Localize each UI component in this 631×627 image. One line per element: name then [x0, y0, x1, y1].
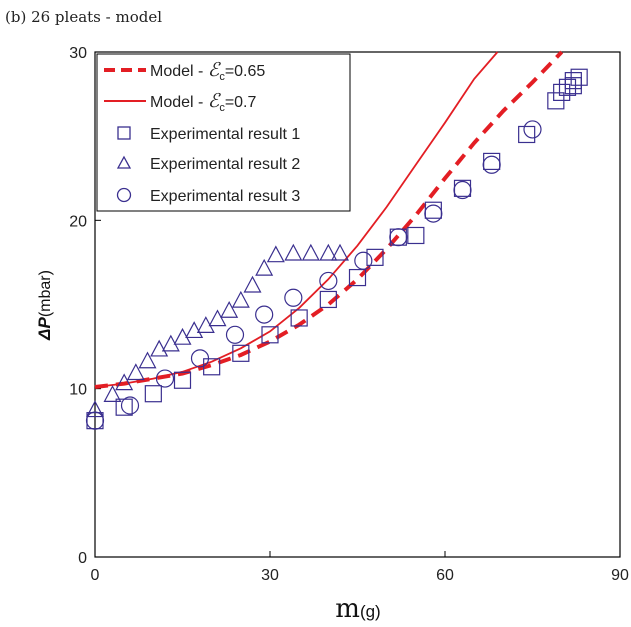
- data-point-triangle: [185, 321, 204, 339]
- data-point-square: [407, 226, 425, 245]
- experimental-markers: [85, 68, 588, 430]
- x-tick-label: 30: [261, 567, 279, 584]
- legend-entry-exp-2: Experimental result 2: [150, 156, 300, 173]
- x-axis-label: m(g): [335, 594, 380, 624]
- data-point-square: [558, 78, 577, 96]
- y-tick-label: 20: [69, 213, 87, 230]
- data-point-circle: [424, 204, 443, 223]
- data-point-triangle: [319, 243, 338, 261]
- data-point-square: [203, 358, 221, 376]
- axis-ticks: 0 30 60 90 0 10 20 30: [69, 45, 629, 584]
- data-point-circle: [120, 396, 140, 415]
- model-lines: [94, 50, 564, 389]
- y-tick-label: 30: [69, 45, 87, 62]
- data-point-triangle: [126, 363, 145, 381]
- legend-entry-exp-1: Experimental result 1: [150, 126, 300, 143]
- data-point-square: [348, 268, 367, 287]
- data-point-square: [232, 344, 250, 362]
- model-line-ec-0-65: [94, 50, 564, 389]
- data-point-circle: [389, 228, 408, 247]
- legend-box: [96, 53, 351, 212]
- data-point-circle: [284, 288, 303, 307]
- data-point-triangle: [86, 400, 104, 418]
- plot-area-border: [94, 51, 621, 558]
- data-point-circle: [482, 155, 501, 174]
- data-point-square: [290, 309, 308, 327]
- y-axis-label: ΔP(mbar): [35, 270, 54, 341]
- data-point-triangle: [220, 300, 239, 318]
- data-point-triangle: [301, 243, 320, 261]
- data-point-square: [453, 179, 472, 197]
- data-point-triangle: [331, 243, 349, 261]
- model-line-ec-0-7: [94, 51, 499, 388]
- legend-marker-square: [117, 126, 131, 140]
- data-point-square: [564, 72, 582, 90]
- data-point-triangle: [266, 245, 285, 263]
- data-point-triangle: [196, 316, 215, 333]
- legend: Model - ℰc=0.65 Model - ℰc=0.7 Experimen…: [96, 53, 351, 212]
- data-point-square: [518, 125, 536, 144]
- data-point-triangle: [173, 327, 192, 345]
- y-tick-label: 10: [69, 382, 87, 399]
- x-tick-label: 0: [91, 567, 100, 584]
- data-point-triangle: [161, 334, 180, 352]
- data-point-circle: [190, 349, 210, 368]
- data-point-triangle: [284, 243, 303, 261]
- data-point-circle: [155, 369, 175, 388]
- data-point-triangle: [255, 258, 274, 276]
- y-tick-label: 0: [78, 550, 87, 567]
- legend-entry-ec-0-65: Model - ℰc=0.65: [150, 59, 265, 83]
- x-tick-label: 90: [611, 567, 629, 584]
- data-point-square: [366, 248, 384, 266]
- data-point-triangle: [103, 385, 122, 402]
- data-point-triangle: [208, 309, 227, 327]
- legend-marker-circle: [116, 187, 132, 203]
- data-point-circle: [523, 120, 542, 139]
- data-point-square: [173, 371, 192, 389]
- data-point-square: [570, 68, 588, 86]
- legend-entry-ec-0-7: Model - ℰc=0.7: [150, 90, 257, 114]
- data-point-circle: [225, 325, 245, 344]
- data-point-square: [553, 83, 571, 102]
- data-point-circle: [319, 271, 338, 291]
- data-point-triangle: [115, 373, 134, 391]
- data-point-circle: [255, 305, 274, 324]
- legend-marker-triangle: [116, 155, 132, 169]
- data-point-square: [261, 326, 279, 344]
- legend-entry-exp-3: Experimental result 3: [150, 188, 300, 205]
- data-point-circle: [85, 411, 105, 430]
- plot-frame: [94, 51, 621, 558]
- data-point-triangle: [231, 290, 250, 308]
- data-point-square: [144, 385, 162, 403]
- data-point-square: [319, 290, 337, 309]
- data-point-circle: [354, 251, 373, 270]
- x-tick-label: 60: [436, 567, 454, 584]
- data-point-circle: [453, 180, 472, 200]
- chart-title: (b) 26 pleats - model: [5, 8, 162, 26]
- data-point-triangle: [243, 275, 262, 293]
- data-point-triangle: [150, 339, 169, 357]
- data-point-triangle: [138, 351, 157, 369]
